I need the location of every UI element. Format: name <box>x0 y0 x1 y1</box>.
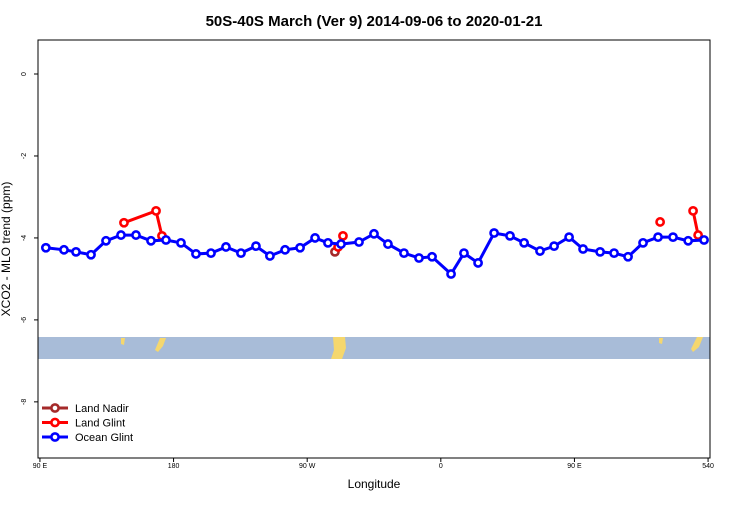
data-point <box>251 241 261 252</box>
y-tick-label: -8 <box>21 399 28 405</box>
x-tick-label: 90 W <box>299 463 316 470</box>
data-point <box>280 244 290 255</box>
data-point <box>221 242 231 252</box>
data-point <box>699 235 709 245</box>
data-point <box>146 235 156 246</box>
y-tick-label: -2 <box>21 153 28 159</box>
data-point <box>427 251 437 262</box>
y-axis-label: XCO2 - MLO trend (ppm) <box>0 182 13 317</box>
data-point <box>295 242 305 253</box>
data-point <box>668 232 678 243</box>
data-point <box>119 217 129 228</box>
data-point <box>399 248 409 258</box>
data-point <box>459 248 469 258</box>
data-point <box>40 242 51 253</box>
legend-label: Land Nadir <box>75 403 129 415</box>
data-point <box>354 237 364 247</box>
x-tick-label: 90 E <box>33 463 48 470</box>
data-point <box>310 233 320 243</box>
data-point <box>86 249 96 260</box>
map-strip <box>38 337 710 359</box>
chart-title: 50S-40S March (Ver 9) 2014-09-06 to 2020… <box>206 13 543 30</box>
data-point <box>338 230 348 241</box>
x-axis-label: Longitude <box>348 477 401 491</box>
data-point <box>161 235 171 245</box>
data-point <box>191 249 201 259</box>
series-line <box>45 231 705 277</box>
data-point <box>489 228 500 238</box>
data-point <box>653 232 663 243</box>
data-point <box>176 237 186 248</box>
x-tick-label: 0 <box>439 463 443 470</box>
data-point <box>446 269 456 279</box>
legend-marker <box>50 432 60 442</box>
data-point <box>578 244 588 254</box>
data-point <box>206 248 216 258</box>
data-point <box>265 251 275 261</box>
legend-label: Ocean Glint <box>75 432 133 444</box>
data-point <box>683 235 694 246</box>
data-point <box>323 237 333 248</box>
data-point <box>549 241 560 252</box>
plot-frame <box>37 39 711 459</box>
x-tick-label: 180 <box>168 463 180 470</box>
data-point <box>595 246 606 257</box>
series-line <box>123 208 700 248</box>
data-point <box>655 217 666 227</box>
legend-marker <box>50 417 60 428</box>
data-point <box>101 235 111 246</box>
data-point <box>236 248 246 258</box>
data-point <box>688 205 698 216</box>
data-point <box>369 228 379 239</box>
data-point <box>564 232 574 243</box>
data-point <box>336 239 346 249</box>
data-point <box>638 237 648 248</box>
data-point <box>693 230 704 240</box>
x-tick-label: 90 E <box>567 463 582 470</box>
y-tick-label: -6 <box>21 317 28 323</box>
x-tick-label: 540 <box>702 463 714 470</box>
legend-marker <box>50 403 60 413</box>
y-tick-label: 0 <box>21 72 28 76</box>
data-point <box>383 239 393 249</box>
data-point <box>519 237 530 248</box>
data-point <box>505 230 515 241</box>
data-point <box>131 230 141 240</box>
data-point <box>151 205 161 216</box>
data-point <box>414 253 424 263</box>
data-point <box>473 258 483 268</box>
legend-label: Land Glint <box>75 418 125 430</box>
data-point <box>623 251 633 262</box>
data-point <box>609 248 619 258</box>
y-tick-label: -4 <box>21 235 28 241</box>
data-point <box>116 230 126 240</box>
data-point <box>59 244 69 255</box>
data-point <box>535 246 545 256</box>
data-point <box>71 246 81 257</box>
